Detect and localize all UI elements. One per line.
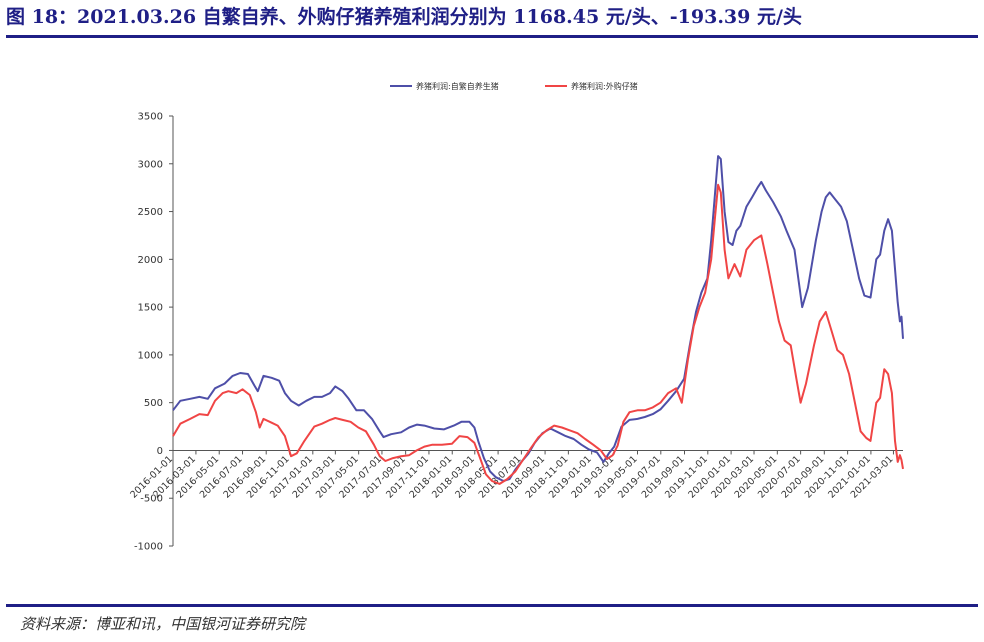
y-tick-label: 3000	[138, 159, 163, 170]
y-tick-label: 3500	[138, 112, 163, 123]
source-note: 资料来源：博亚和讯，中国银河证券研究院	[20, 615, 306, 633]
y-tick-label: -1000	[134, 542, 163, 553]
chart-series	[172, 155, 904, 485]
source-rule	[6, 604, 978, 607]
figure-title: 图 18：2021.03.26 自繁自养、外购仔猪养殖利润分别为 1168.45…	[6, 6, 802, 28]
chart-axes: -1000-5000500100015002000250030003500201…	[128, 112, 903, 553]
title-rule	[6, 35, 978, 38]
legend-label-2: 养猪利润:外购仔猪	[571, 81, 638, 91]
y-tick-label: 500	[144, 398, 163, 409]
series-line-1	[172, 155, 904, 482]
y-tick-label: 2000	[138, 255, 163, 266]
chart-legend: 养猪利润:自繁自养生猪 养猪利润:外购仔猪	[390, 81, 638, 91]
y-tick-label: 0	[157, 446, 163, 457]
y-tick-label: 1000	[138, 350, 163, 361]
legend-label-1: 养猪利润:自繁自养生猪	[416, 81, 499, 91]
series-line-2	[172, 183, 904, 485]
y-tick-label: 2500	[138, 207, 163, 218]
y-tick-label: -500	[140, 494, 163, 505]
y-tick-label: 1500	[138, 303, 163, 314]
